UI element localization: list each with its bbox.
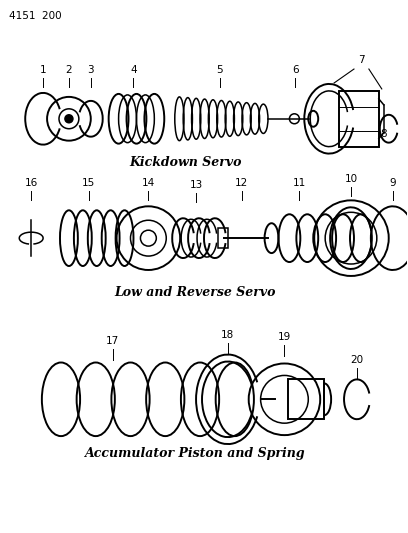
Text: 19: 19 [278,332,291,342]
Text: 5: 5 [217,65,223,75]
Circle shape [65,115,73,123]
Text: 17: 17 [106,336,119,345]
Text: 10: 10 [344,174,357,184]
Text: 13: 13 [189,180,203,190]
Text: 9: 9 [389,179,396,188]
Circle shape [289,114,299,124]
Text: Kickdown Servo: Kickdown Servo [129,156,242,168]
Text: 1: 1 [40,65,47,75]
Text: 18: 18 [221,329,235,340]
Text: Low and Reverse Servo: Low and Reverse Servo [114,286,276,299]
Text: 2: 2 [66,65,72,75]
Text: 4: 4 [130,65,137,75]
Text: 12: 12 [235,179,248,188]
Text: 7: 7 [359,55,365,65]
Text: 3: 3 [87,65,94,75]
Text: Accumulator Piston and Spring: Accumulator Piston and Spring [85,447,305,460]
Text: 20: 20 [350,356,364,366]
Text: 15: 15 [82,179,95,188]
Text: 8: 8 [380,128,387,139]
Text: 16: 16 [24,179,38,188]
Text: 4151  200: 4151 200 [9,11,62,21]
Text: 14: 14 [142,179,155,188]
Text: 6: 6 [292,65,299,75]
Text: 11: 11 [293,179,306,188]
